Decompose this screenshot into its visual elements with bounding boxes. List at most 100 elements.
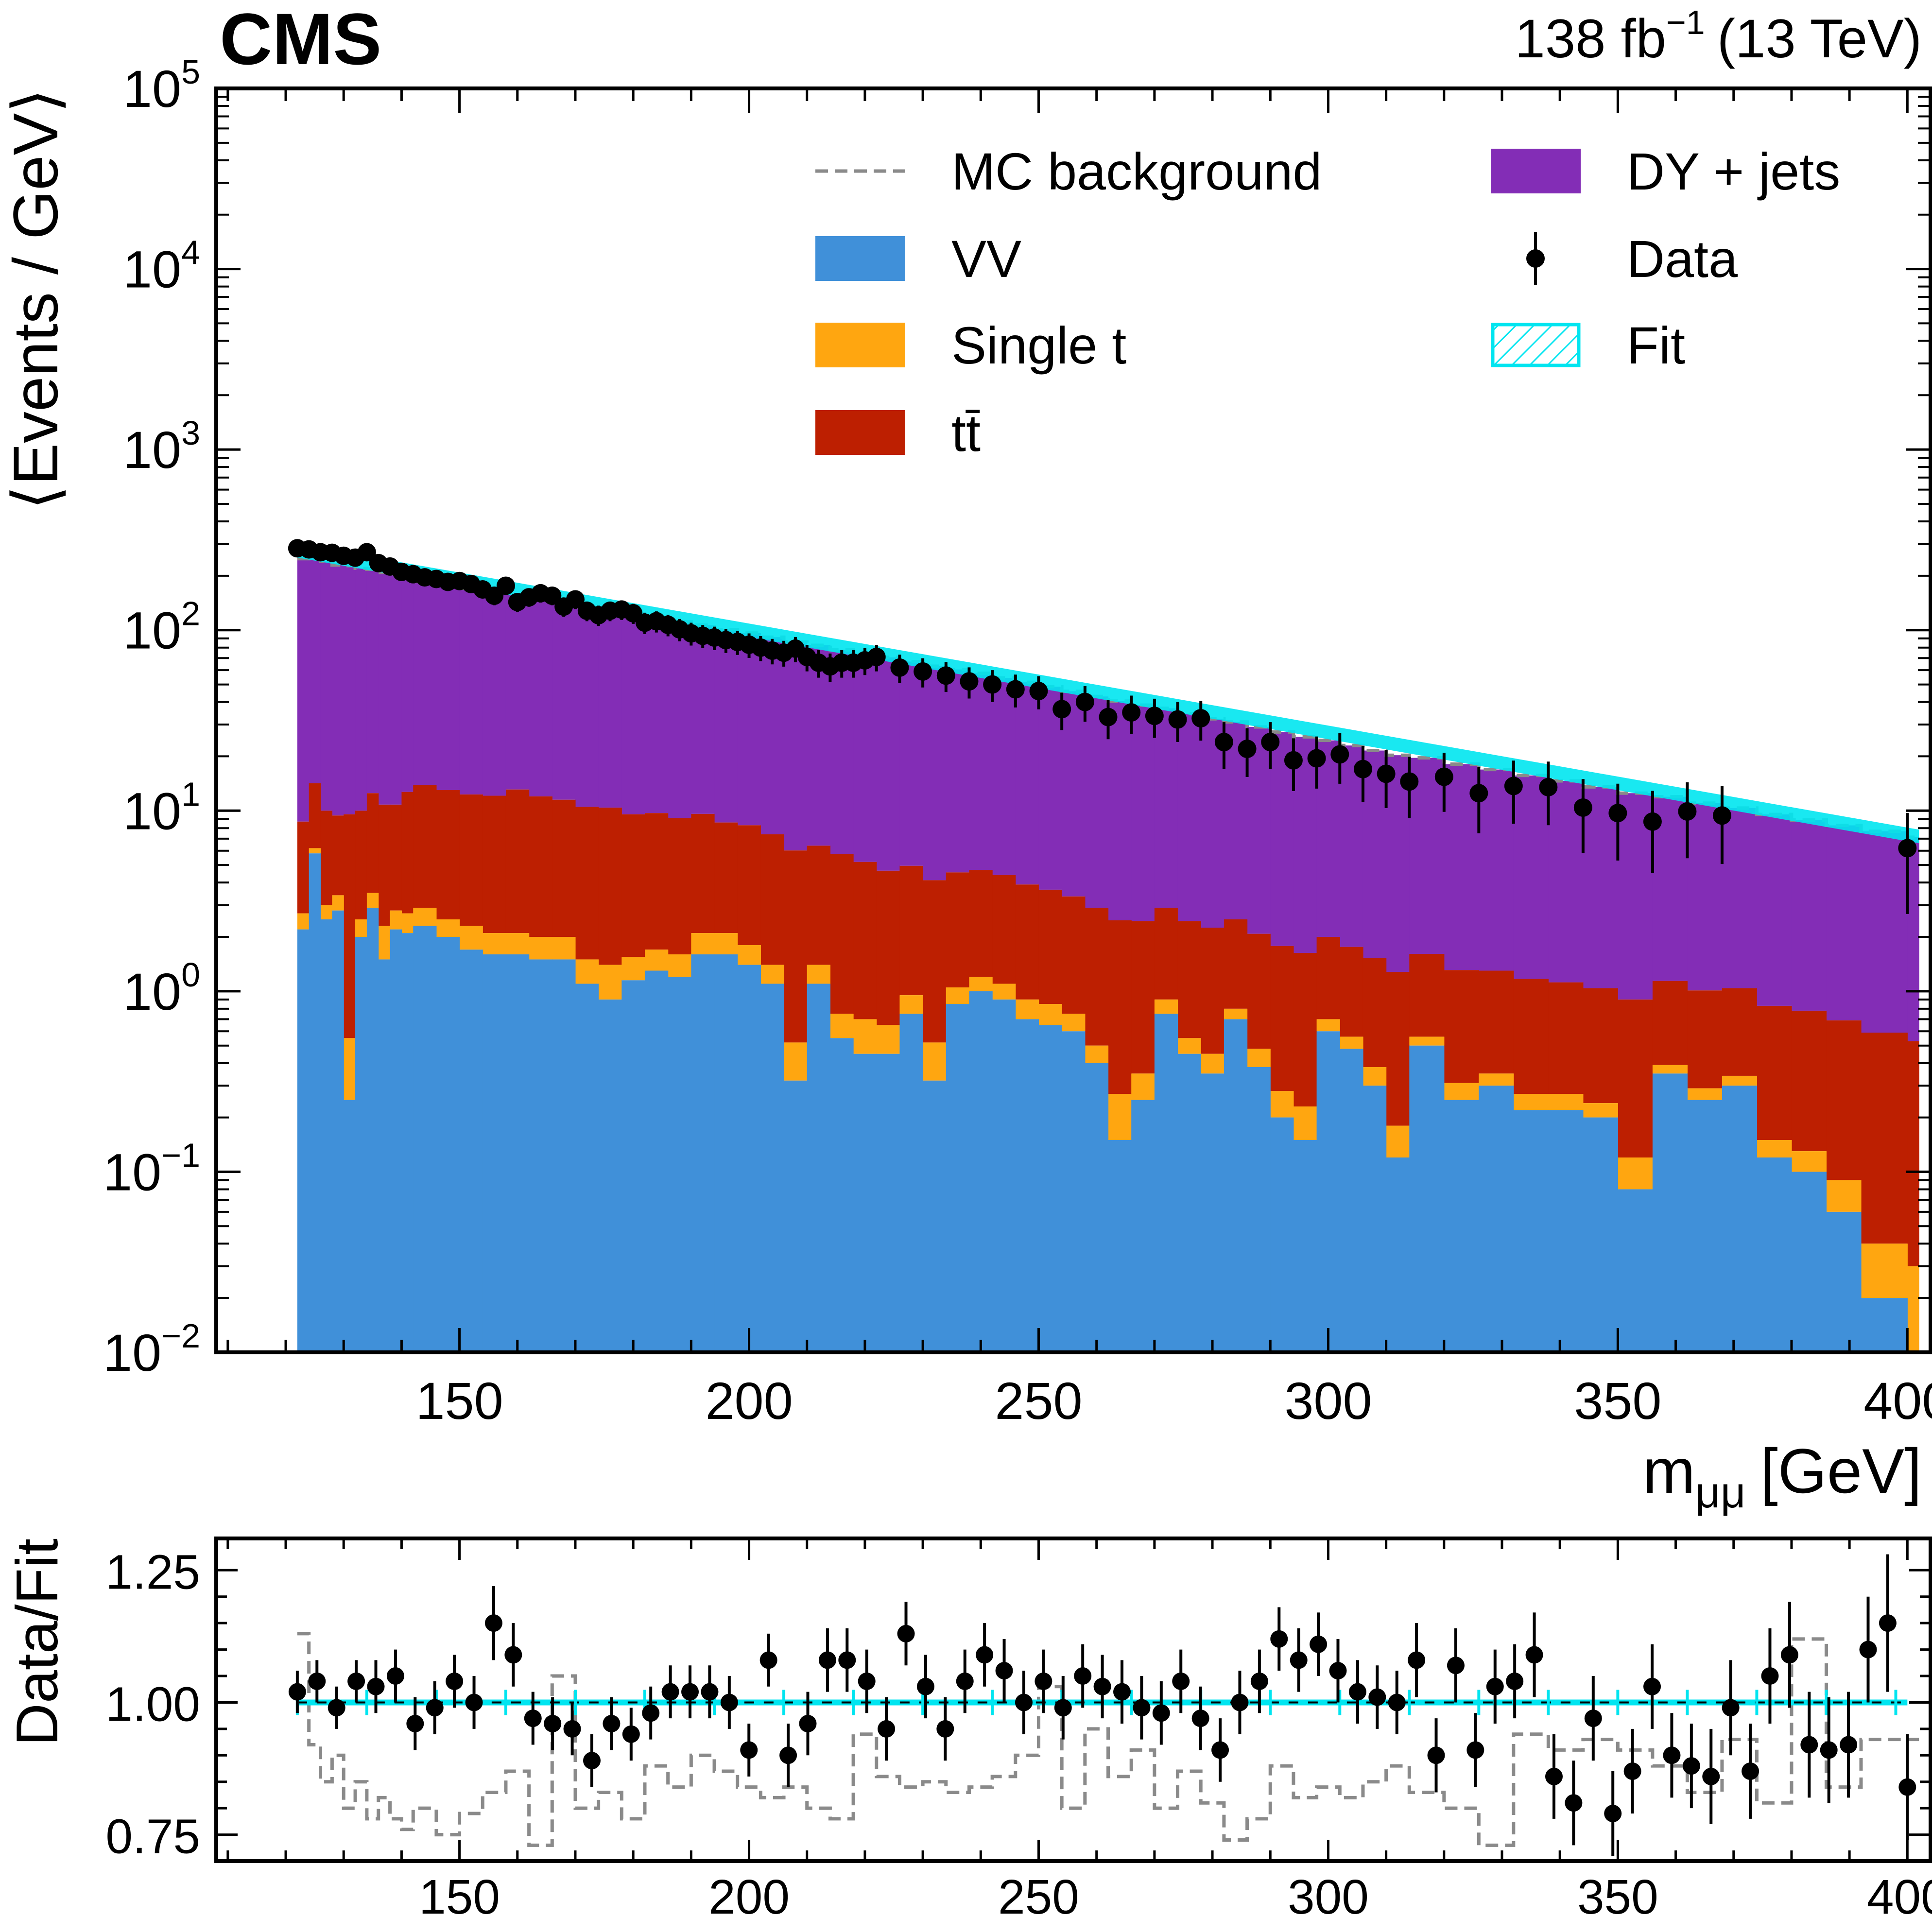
main-data (288, 539, 1917, 914)
bar-single_t (436, 919, 460, 937)
ratio-y-tick-label: 1.25 (105, 1545, 200, 1599)
bar-vv (1618, 1189, 1653, 1352)
bar-single_t (737, 945, 761, 965)
ratio-point (1368, 1688, 1386, 1706)
data-point (914, 662, 932, 681)
bar-vv (1479, 1086, 1514, 1352)
data-point (890, 658, 909, 677)
bar-ttbar (876, 870, 900, 1025)
ratio-point (1565, 1794, 1583, 1812)
y-tick-label: 102 (123, 595, 200, 660)
bar-single_t (355, 919, 367, 937)
legend-item-mc: MC background (815, 142, 1322, 201)
ratio-point (328, 1699, 345, 1717)
bar-single_t (1201, 1053, 1225, 1074)
bar-vv (332, 910, 344, 1352)
bar-vv (830, 1038, 854, 1352)
bar-ttbar (297, 821, 310, 914)
ratio-y-tick-label: 1.00 (105, 1677, 200, 1731)
experiment-label: CMS (220, 0, 381, 80)
bar-ttbar (621, 814, 645, 957)
bar-vv (459, 950, 483, 1352)
bar-ttbar (529, 796, 552, 937)
bar-dy (992, 677, 1016, 875)
bar-ttbar (923, 880, 947, 1043)
bar-single_t (1583, 1103, 1618, 1118)
data-point (1712, 806, 1731, 825)
bar-vv (390, 929, 402, 1352)
bar-dy (401, 578, 414, 792)
bar-dy (378, 572, 391, 805)
bar-vv (760, 984, 784, 1352)
bar-vv (1652, 1073, 1688, 1352)
bar-vv (1340, 1049, 1363, 1352)
bar-single_t (1316, 1019, 1340, 1032)
bar-single_t (1363, 1067, 1387, 1086)
ratio-point (759, 1651, 777, 1669)
y-tick-base: 10 (123, 59, 181, 118)
bar-single_t (320, 905, 332, 919)
legend-item-ttbar: tt̄ (815, 403, 981, 462)
legend-label-ttbar: tt̄ (951, 403, 981, 462)
legend-label-mc: MC background (951, 142, 1322, 201)
ratio-point (1722, 1699, 1740, 1717)
bar-single_t (853, 1019, 877, 1054)
ratio-point (1506, 1672, 1524, 1690)
bar-dy (483, 592, 506, 796)
bar-vv (737, 965, 761, 1352)
ratio-point (1643, 1677, 1661, 1695)
bar-dy (598, 610, 622, 808)
bar-single_t (390, 910, 402, 930)
bar-dy (355, 568, 367, 811)
data-point (983, 675, 1002, 694)
bar-vv (1826, 1211, 1862, 1352)
bar-single_t (598, 965, 622, 1000)
ratio-point (1310, 1635, 1328, 1653)
ratio-point (995, 1662, 1013, 1680)
bar-ttbar (1548, 982, 1584, 1094)
bar-vv (1409, 1045, 1445, 1352)
main-y-axis-title: ⟨Events / GeV⟩ (0, 88, 71, 510)
ratio-point (426, 1699, 444, 1717)
data-point (1261, 733, 1280, 752)
ratio-point (818, 1651, 836, 1669)
bar-dy (436, 585, 460, 790)
ratio-point (1408, 1651, 1426, 1669)
bar-dy (1826, 825, 1862, 1020)
data-point (960, 672, 979, 691)
ratio-point (1348, 1683, 1366, 1701)
bar-vv (575, 984, 599, 1352)
ratio-point (484, 1614, 502, 1632)
bar-single_t (332, 895, 344, 911)
bar-dy (459, 588, 483, 794)
bar-vv (876, 1053, 900, 1352)
bar-ttbar (899, 865, 923, 996)
ratio-point (976, 1646, 994, 1664)
bar-dy (737, 633, 761, 826)
ratio-x-tick-label: 250 (998, 1870, 1079, 1917)
bar-vv (1108, 1140, 1132, 1352)
y-tick-base: 10 (123, 962, 181, 1021)
bar-vv (366, 908, 379, 1352)
y-tick-label: 104 (123, 234, 200, 299)
ratio-point (1113, 1683, 1131, 1701)
legend-label-data: Data (1627, 229, 1738, 288)
bar-vv (413, 926, 437, 1352)
bar-ttbar (645, 813, 669, 950)
x-axis-title-sub: μμ (1695, 1468, 1746, 1517)
bar-vv (1513, 1110, 1549, 1352)
bar-dy (505, 595, 530, 790)
ratio-point (1388, 1693, 1406, 1711)
bar-ttbar (1224, 919, 1248, 1009)
bar-vv (529, 959, 552, 1352)
bar-ttbar (1652, 981, 1688, 1065)
bar-ttbar (401, 792, 414, 914)
bar-vv (969, 991, 993, 1352)
main-frame (214, 86, 1932, 1354)
data-point (1191, 709, 1210, 728)
data-point (1122, 703, 1141, 722)
ratio-y-tick-label: 0.75 (105, 1810, 200, 1864)
legend-item-data: Data (1526, 229, 1738, 288)
bar-dy (413, 581, 437, 785)
bar-vv (1131, 1100, 1155, 1352)
